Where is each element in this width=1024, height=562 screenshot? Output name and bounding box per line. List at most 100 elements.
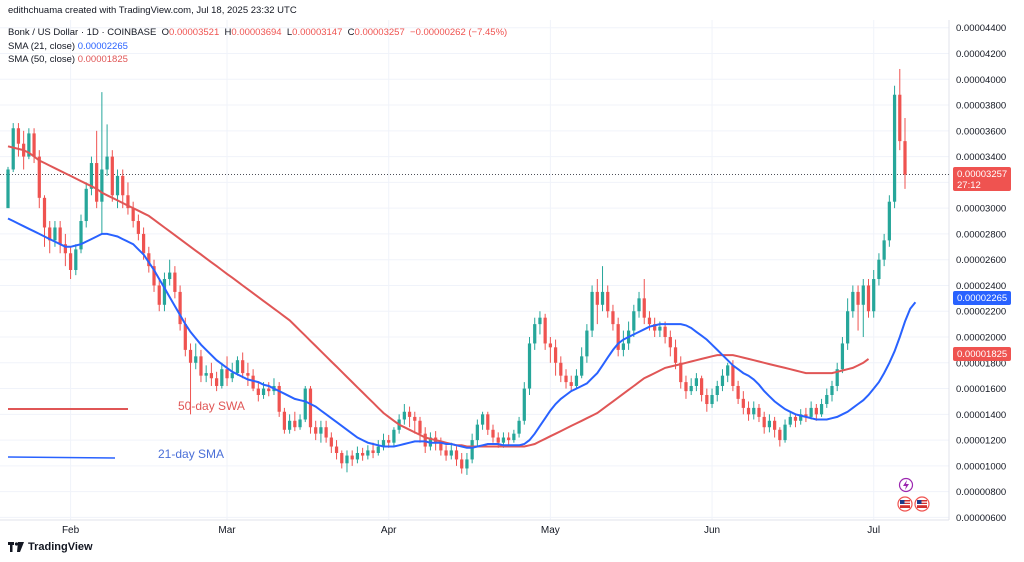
candle-body bbox=[783, 424, 787, 441]
candle-body bbox=[882, 240, 886, 260]
candle bbox=[512, 429, 516, 443]
candle bbox=[892, 85, 897, 209]
sma21-annotation-line bbox=[7, 456, 116, 459]
us-flag-event-icon[interactable] bbox=[897, 496, 913, 512]
candle bbox=[475, 419, 479, 447]
candle bbox=[334, 440, 339, 460]
candle bbox=[95, 130, 99, 209]
symbol-title[interactable]: Bonk / US Dollar · 1D · COINBASE bbox=[8, 27, 157, 38]
candle-body bbox=[355, 452, 360, 460]
candle bbox=[527, 337, 532, 395]
price-tick-label: 0.00000600 bbox=[956, 513, 1006, 524]
candle bbox=[256, 382, 260, 402]
candle-body bbox=[553, 347, 558, 363]
candle-body bbox=[507, 437, 511, 441]
candle bbox=[559, 356, 563, 383]
candle bbox=[413, 411, 417, 434]
candle-body bbox=[866, 285, 871, 312]
sma21-legend-label: SMA (21, close) bbox=[8, 41, 76, 52]
sma21-badge-value: 0.00002265 bbox=[957, 293, 1007, 304]
candle-body bbox=[715, 385, 719, 395]
candle-body bbox=[162, 279, 167, 305]
lightning-icon[interactable] bbox=[898, 477, 914, 493]
candle-body bbox=[376, 446, 380, 453]
candle-body bbox=[757, 407, 761, 417]
sma21-badge: 0.00002265 bbox=[953, 291, 1011, 305]
tradingview-logo[interactable]: TradingView bbox=[8, 541, 93, 553]
candle-body bbox=[668, 337, 672, 348]
candle bbox=[68, 246, 73, 280]
sma21-annotation-text: 21-day SMA bbox=[158, 447, 224, 461]
candle bbox=[710, 388, 714, 408]
candle bbox=[444, 445, 448, 461]
candle-body bbox=[115, 175, 120, 196]
candle bbox=[371, 442, 375, 459]
candle bbox=[569, 375, 573, 392]
candle-body bbox=[851, 291, 855, 312]
candle bbox=[663, 321, 667, 344]
candle bbox=[736, 380, 740, 405]
sma21-legend-value: 0.00002265 bbox=[77, 41, 128, 52]
candle-body bbox=[527, 343, 532, 389]
candle bbox=[402, 404, 406, 425]
us-flag-event-icon-2[interactable] bbox=[914, 496, 930, 512]
candle-body bbox=[684, 382, 688, 392]
candle-body bbox=[611, 311, 615, 325]
candle-body bbox=[277, 385, 281, 412]
candle-body bbox=[79, 221, 83, 250]
candle-body bbox=[214, 378, 219, 386]
candle bbox=[799, 409, 803, 425]
sma50-legend[interactable]: SMA (50, close) 0.00001825 bbox=[8, 54, 128, 65]
candle-body bbox=[11, 128, 15, 170]
price-tick-label: 0.00002600 bbox=[956, 255, 1006, 266]
candle bbox=[350, 450, 354, 466]
price-tick-label: 0.00003400 bbox=[956, 152, 1006, 163]
candle bbox=[694, 373, 699, 392]
candle-body bbox=[856, 291, 860, 305]
candle-body bbox=[314, 427, 318, 434]
candle-body bbox=[371, 450, 375, 453]
candle bbox=[110, 150, 114, 202]
candle-body bbox=[413, 416, 417, 421]
candle bbox=[381, 433, 386, 451]
candle bbox=[840, 337, 845, 374]
candle bbox=[293, 411, 297, 432]
candle bbox=[277, 382, 281, 417]
candle bbox=[157, 279, 161, 312]
candle-body bbox=[183, 324, 187, 350]
candle-body bbox=[287, 420, 292, 430]
candle-body bbox=[105, 156, 109, 170]
candle-body bbox=[340, 452, 344, 464]
candle bbox=[89, 156, 94, 196]
candle bbox=[27, 128, 31, 160]
candle-body bbox=[381, 440, 386, 447]
candle bbox=[131, 201, 135, 228]
candle bbox=[361, 447, 365, 461]
candle-body bbox=[621, 343, 626, 350]
candle bbox=[825, 388, 829, 408]
candle-body bbox=[480, 414, 485, 425]
candle bbox=[287, 414, 292, 434]
candle-body bbox=[246, 373, 250, 376]
candle-body bbox=[209, 373, 214, 379]
candle bbox=[418, 416, 422, 443]
candle bbox=[856, 285, 860, 331]
price-axis-labels: 0.00004400 0.00004200 0.00004000 0.00003800… bbox=[956, 23, 1006, 524]
sma50-badge-value: 0.00001825 bbox=[957, 349, 1007, 360]
candle bbox=[590, 285, 594, 338]
price-tick-label: 0.00003600 bbox=[956, 126, 1006, 137]
candle-body bbox=[533, 324, 537, 344]
candle-body bbox=[673, 347, 678, 363]
sma21-legend[interactable]: SMA (21, close) 0.00002265 bbox=[8, 41, 128, 52]
candle-body bbox=[903, 141, 907, 175]
candle bbox=[454, 446, 459, 466]
candle bbox=[496, 432, 500, 448]
candle bbox=[882, 233, 886, 267]
candle-body bbox=[767, 420, 772, 428]
tradingview-wordmark: TradingView bbox=[28, 541, 93, 553]
candle bbox=[585, 324, 589, 363]
candle bbox=[746, 401, 751, 421]
candle-body bbox=[616, 324, 620, 350]
candle bbox=[898, 68, 902, 151]
